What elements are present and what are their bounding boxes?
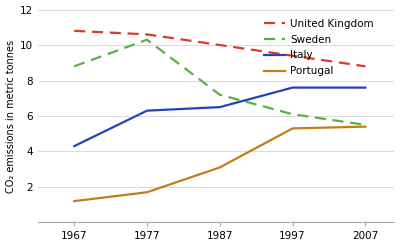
United Kingdom	[217, 43, 222, 46]
United Kingdom	[363, 65, 368, 68]
Italy	[145, 109, 150, 112]
Sweden	[217, 93, 222, 96]
Line: Portugal: Portugal	[74, 127, 365, 201]
Sweden	[290, 113, 295, 116]
Portugal	[217, 166, 222, 169]
Line: United Kingdom: United Kingdom	[74, 31, 365, 66]
Line: Sweden: Sweden	[74, 40, 365, 125]
Italy	[72, 145, 77, 148]
Portugal	[145, 191, 150, 194]
Sweden	[72, 65, 77, 68]
Italy	[290, 86, 295, 89]
Y-axis label: CO₂ emissions in metric tonnes: CO₂ emissions in metric tonnes	[6, 40, 16, 193]
United Kingdom	[290, 54, 295, 57]
Line: Italy: Italy	[74, 88, 365, 146]
Italy	[363, 86, 368, 89]
United Kingdom	[72, 29, 77, 32]
Portugal	[363, 125, 368, 128]
Portugal	[290, 127, 295, 130]
Italy	[217, 106, 222, 109]
Portugal	[72, 200, 77, 203]
Legend: United Kingdom, Sweden, Italy, Portugal: United Kingdom, Sweden, Italy, Portugal	[264, 19, 374, 76]
United Kingdom	[145, 33, 150, 36]
Sweden	[363, 123, 368, 126]
Sweden	[145, 38, 150, 41]
